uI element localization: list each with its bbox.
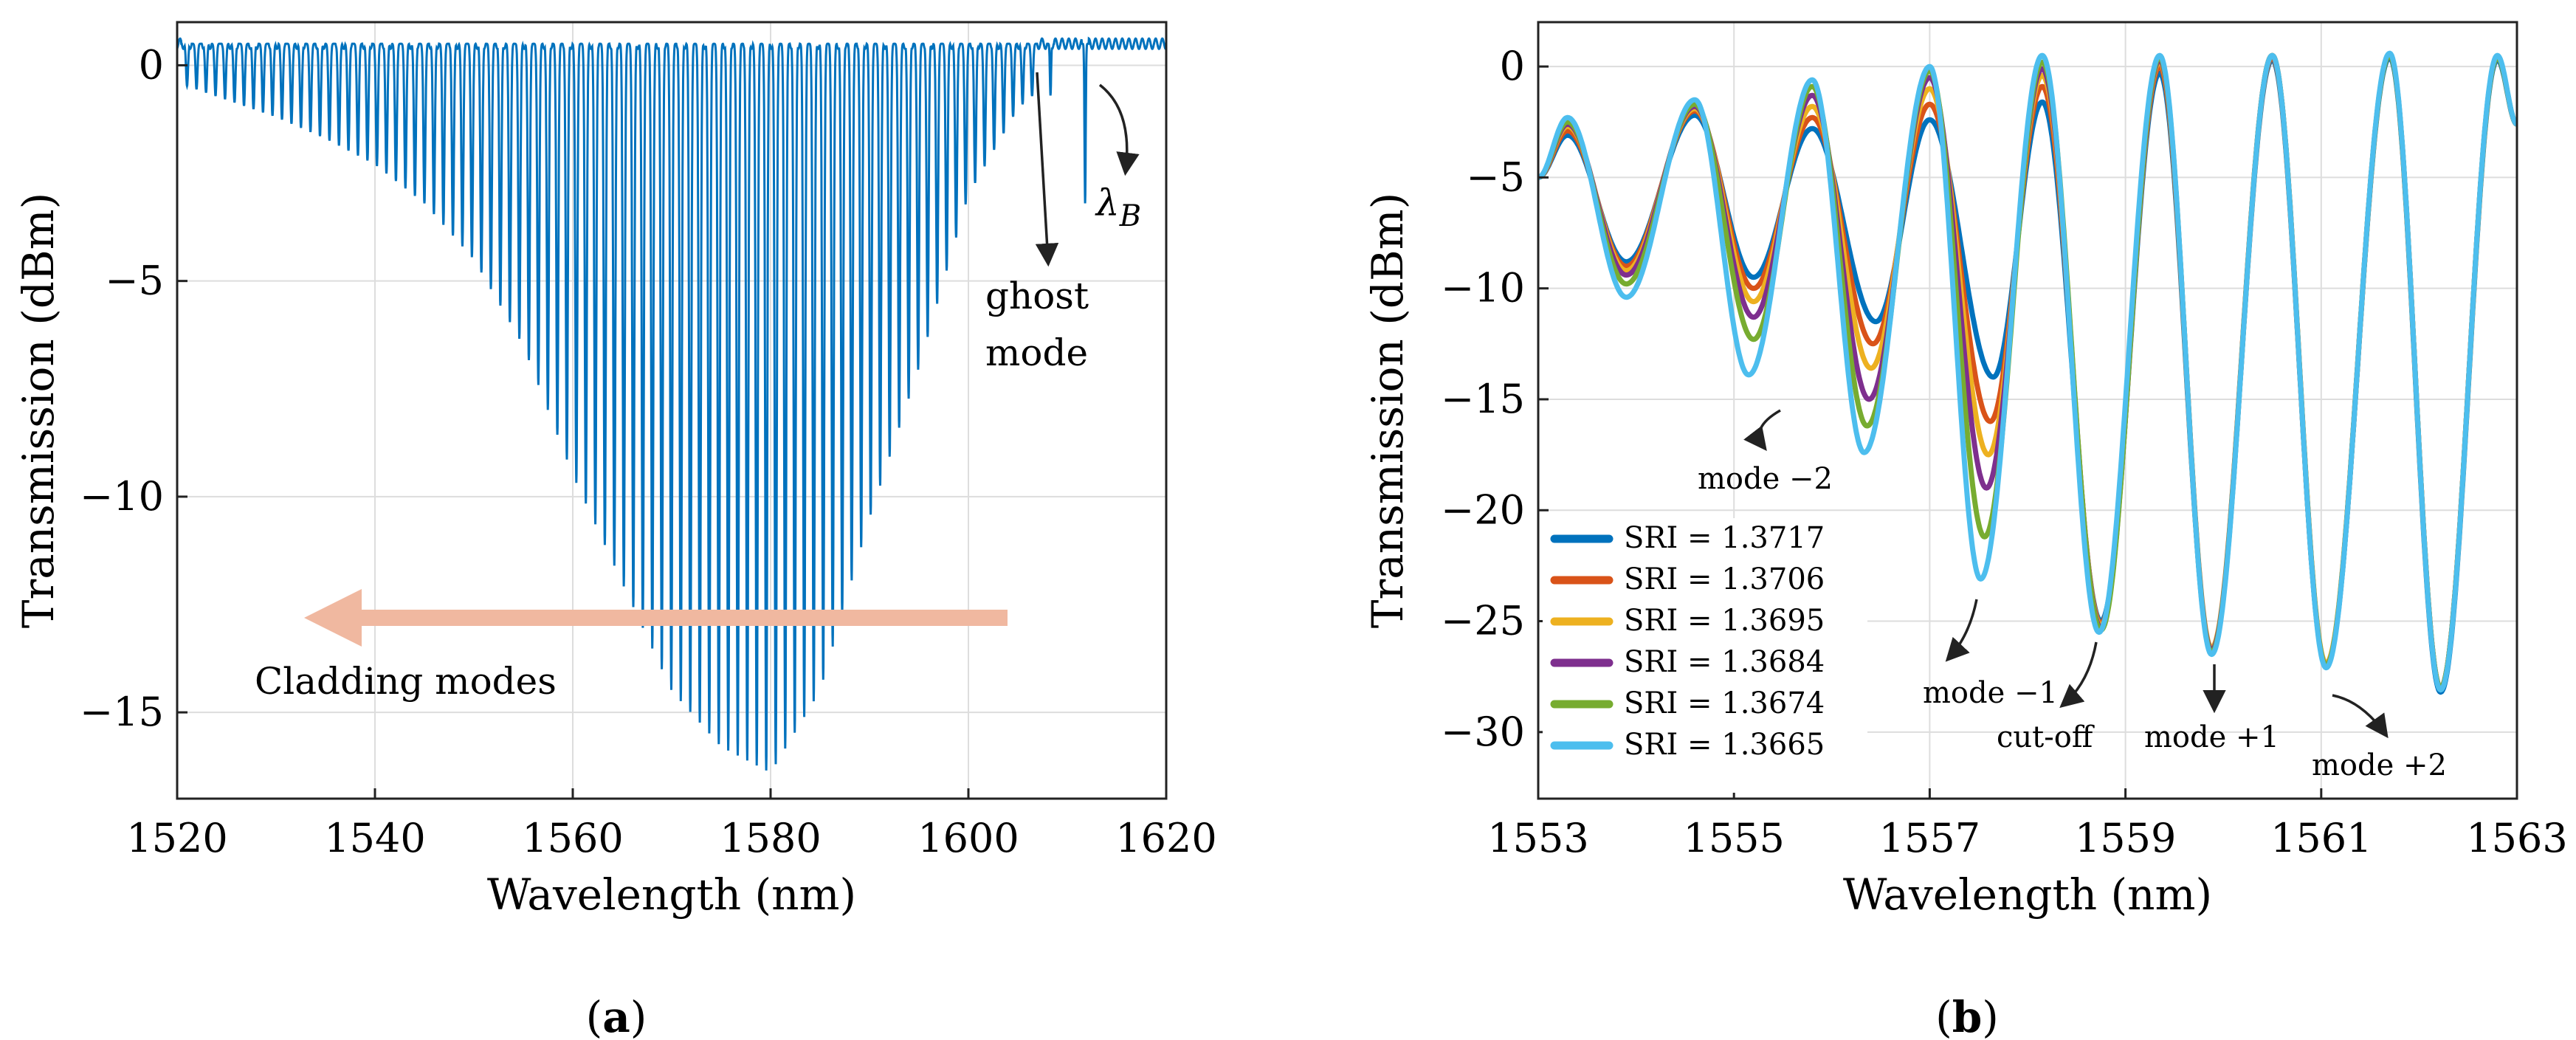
plot-frame-b (1537, 21, 2518, 800)
legend-entry: SRI = 1.3684 (1624, 645, 1825, 679)
legend-b: SRI = 1.3717 SRI = 1.3706 SRI = 1.3695 SRI … (1543, 518, 1867, 793)
mode-minus1-label: mode −1 (1923, 676, 2058, 710)
plot-frame-a (176, 21, 1168, 800)
panel-b: 1553 1555 1557 1559 1561 1563 0 −5 −10 −15 −20 −25… (1363, 21, 2568, 1040)
ghost-mode-arrow (1035, 72, 1059, 267)
x-tick-label: 1559 (2075, 815, 2176, 861)
x-ticks-b: 1553 1555 1557 1559 1561 1563 (1487, 788, 2568, 861)
mode-minus2-arrow (1743, 409, 1781, 451)
y-tick-label: −15 (80, 689, 164, 735)
y-tick-label: −30 (1441, 709, 1525, 755)
panel-a: 1520 1540 1560 1580 1600 1620 0 −5 −10 −15 Wavel… (13, 21, 1217, 1040)
bragg-arrow (1098, 83, 1140, 176)
x-tick-label: 1561 (2270, 815, 2372, 861)
x-axis-label-b: Wavelength (nm) (1843, 869, 2212, 920)
y-tick-label: −25 (1441, 598, 1525, 644)
panel-label-a: (a) (586, 992, 647, 1040)
x-tick-label: 1560 (522, 815, 623, 861)
y-tick-label: 0 (1500, 43, 1525, 89)
y-tick-label: −20 (1441, 486, 1525, 533)
cladding-arrow (304, 589, 1008, 647)
legend-entry: SRI = 1.3717 (1624, 521, 1825, 555)
legend-entry: SRI = 1.3706 (1624, 562, 1825, 596)
mode-minus2-label: mode −2 (1698, 462, 1833, 496)
ghost-mode-label-line1: ghost (985, 275, 1089, 317)
y-tick-label: −10 (1441, 265, 1525, 311)
x-axis-label-a: Wavelength (nm) (487, 869, 856, 920)
cladding-modes-label: Cladding modes (255, 660, 557, 703)
x-tick-label: 1580 (720, 815, 821, 861)
x-tick-label: 1557 (1879, 815, 1980, 861)
x-ticks-a: 1520 1540 1560 1580 1600 1620 (126, 788, 1217, 861)
mode-plus2-arrow (2332, 694, 2389, 739)
series-lines-b (1538, 50, 2517, 695)
y-ticks-b: 0 −5 −10 −15 −20 −25 −30 (1441, 43, 1549, 755)
panel-label-b: (b) (1935, 992, 1999, 1040)
x-tick-label: 1555 (1683, 815, 1784, 861)
ghost-mode-label-line2: mode (985, 331, 1088, 374)
y-tick-label: −5 (105, 258, 164, 304)
x-tick-label: 1540 (324, 815, 425, 861)
mode-minus1-arrow (1945, 599, 1978, 662)
y-axis-label-a: Transmission (dBm) (13, 193, 63, 628)
series-line (1538, 50, 2517, 693)
spectrum-line-a (177, 36, 1166, 771)
y-tick-label: −5 (1466, 154, 1525, 200)
y-tick-label: 0 (139, 41, 164, 88)
mode-annotations: mode −2 mode −1 cut-off mode +1 mode +2 (1698, 409, 2447, 782)
y-tick-label: −10 (80, 473, 164, 520)
mode-plus2-label: mode +2 (2312, 748, 2447, 782)
x-tick-label: 1600 (917, 815, 1019, 861)
legend-entry: SRI = 1.3695 (1624, 604, 1825, 638)
x-tick-label: 1520 (126, 815, 227, 861)
legend-entry: SRI = 1.3665 (1624, 728, 1825, 762)
cut-off-arrow (2059, 641, 2098, 709)
bragg-wavelength-label: λB (1095, 182, 1141, 233)
x-tick-label: 1563 (2466, 815, 2567, 861)
cut-off-label: cut-off (1997, 720, 2095, 754)
x-tick-label: 1553 (1487, 815, 1588, 861)
y-tick-label: −15 (1441, 376, 1525, 422)
mode-plus1-label: mode +1 (2144, 720, 2279, 754)
x-tick-label: 1620 (1115, 815, 1216, 861)
legend-entry: SRI = 1.3674 (1624, 686, 1825, 720)
y-axis-label-b: Transmission (dBm) (1363, 193, 1413, 628)
y-ticks-a: 0 −5 −10 −15 (80, 41, 187, 735)
